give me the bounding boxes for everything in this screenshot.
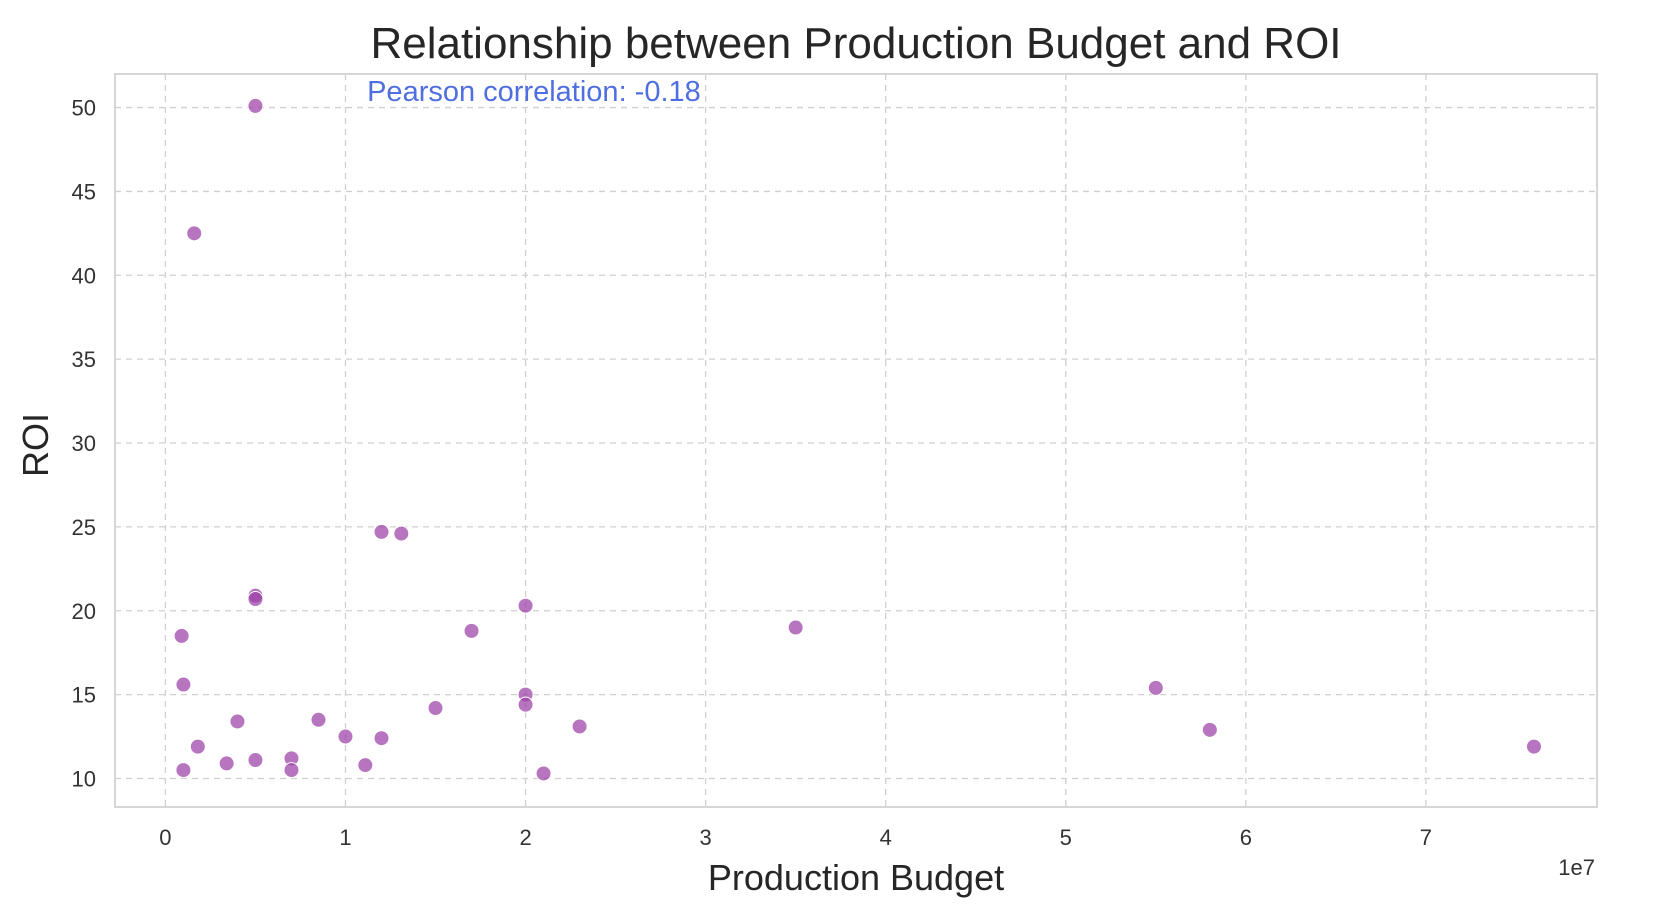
data-point — [373, 730, 390, 747]
y-tick-label: 30 — [72, 431, 96, 456]
x-tick-label: 5 — [1060, 825, 1072, 850]
data-point — [1147, 679, 1164, 696]
y-tick-label: 10 — [72, 766, 96, 791]
y-tick-label: 25 — [72, 515, 96, 540]
y-tick-label: 40 — [72, 263, 96, 288]
data-point — [357, 757, 374, 774]
x-tick-label: 6 — [1240, 825, 1252, 850]
y-tick-label: 35 — [72, 347, 96, 372]
data-point — [427, 700, 444, 717]
data-points — [173, 97, 1542, 782]
x-tick-label: 4 — [880, 825, 892, 850]
data-point — [517, 597, 534, 614]
y-axis-label: ROI — [15, 413, 56, 477]
x-tick-label: 7 — [1420, 825, 1432, 850]
data-point — [175, 762, 192, 779]
data-point — [247, 97, 264, 114]
data-point — [218, 755, 235, 772]
x-tick-label: 0 — [159, 825, 171, 850]
data-point — [247, 752, 264, 769]
chart-title: Relationship between Production Budget a… — [370, 19, 1341, 68]
data-point — [463, 622, 480, 639]
data-point — [1525, 738, 1542, 755]
correlation-annotation: Pearson correlation: -0.18 — [367, 76, 701, 108]
y-tick-label: 15 — [72, 683, 96, 708]
data-point — [186, 225, 203, 242]
data-point — [229, 713, 246, 730]
y-tick-label: 20 — [72, 599, 96, 624]
data-point — [175, 676, 192, 693]
y-tick-label: 45 — [72, 179, 96, 204]
data-point — [535, 765, 552, 782]
data-point — [517, 696, 534, 713]
plot-frame — [114, 73, 1598, 808]
data-point — [571, 718, 588, 735]
data-point — [373, 523, 390, 540]
x-axis-offset-label: 1e7 — [1558, 855, 1595, 880]
data-point — [337, 728, 354, 745]
data-point — [247, 591, 264, 608]
grid-lines — [115, 74, 1597, 807]
data-point — [1201, 721, 1218, 738]
data-point — [393, 525, 410, 542]
x-axis-label: Production Budget — [708, 857, 1004, 898]
data-point — [787, 619, 804, 636]
data-point — [173, 627, 190, 644]
x-tick-label: 1 — [339, 825, 351, 850]
data-point — [283, 762, 300, 779]
x-tick-label: 3 — [700, 825, 712, 850]
data-point — [310, 711, 327, 728]
x-tick-label: 2 — [519, 825, 531, 850]
data-point — [189, 738, 206, 755]
y-tick-label: 50 — [72, 96, 96, 121]
